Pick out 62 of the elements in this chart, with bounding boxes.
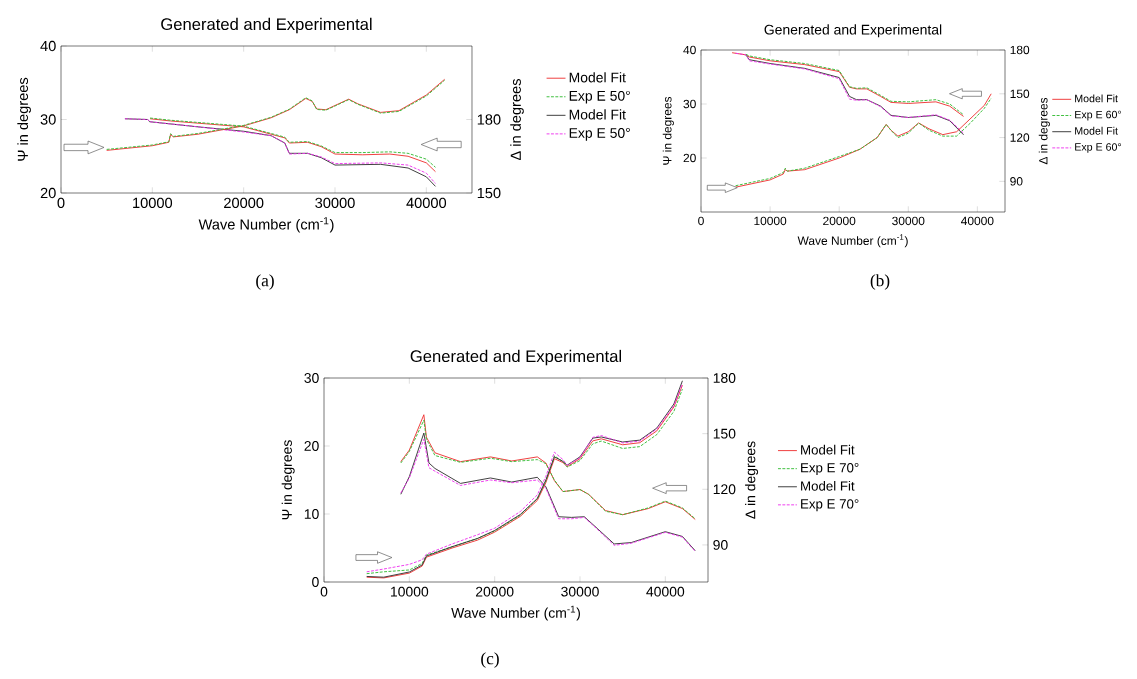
legend-label: Model Fit xyxy=(1075,94,1118,103)
y-tick-label: 40 xyxy=(40,40,56,52)
x-tick-label: 0 xyxy=(698,216,704,226)
chart-title: Generated and Experimental xyxy=(764,24,942,38)
y-axis-title: Ψ in degrees xyxy=(662,96,674,165)
y2-tick-label: 180 xyxy=(477,114,501,125)
x-tick-label: 30000 xyxy=(315,197,355,209)
y-tick-label: 40 xyxy=(683,45,696,55)
legend-label: Model Fit xyxy=(801,444,855,455)
legend-label: Exp E 60° xyxy=(1075,110,1122,121)
text: (c) xyxy=(481,652,499,668)
y-tick-label: 30 xyxy=(683,99,696,109)
y2-tick-label: 180 xyxy=(1010,45,1030,55)
x-tick-label: 40000 xyxy=(406,197,447,209)
y2-tick-label: 150 xyxy=(477,187,501,199)
y-tick-label: 20 xyxy=(304,441,319,451)
x-axis-title: Wave Number (cm$^{-1}$) xyxy=(451,605,580,621)
y2-tick-label: 90 xyxy=(713,539,728,550)
y-tick-label: 20 xyxy=(40,187,56,199)
legend-label: Model Fit xyxy=(569,109,626,120)
legend-label: Exp E 50° xyxy=(569,90,630,104)
legend-label: Model Fit xyxy=(1075,126,1118,135)
x-axis-title: Wave Number (cm$^{-1}$) xyxy=(198,217,334,233)
x-tick-label: 30000 xyxy=(561,586,599,597)
y2-axis-title: Δ in degrees xyxy=(745,441,759,519)
y2-tick-label: 150 xyxy=(1010,89,1030,99)
y-tick-label: 0 xyxy=(312,577,319,587)
y-axis-title: Ψ in degrees xyxy=(17,77,31,161)
x-tick-label: 10000 xyxy=(133,197,173,209)
legend-label: Exp E 50° xyxy=(569,128,630,141)
chart-title: Generated and Experimental xyxy=(161,17,372,34)
y-tick-label: 30 xyxy=(304,373,319,383)
text: (b) xyxy=(870,274,890,290)
y-tick-label: 30 xyxy=(40,114,56,125)
y2-axis-title: Δ in degrees xyxy=(1038,97,1050,165)
y2-tick-label: 120 xyxy=(713,484,736,495)
x-tick-label: 30000 xyxy=(892,216,925,226)
x-tick-label: 0 xyxy=(57,197,65,209)
x-axis-title: Wave Number (cm$^{-1}$) xyxy=(797,234,908,248)
y2-tick-label: 90 xyxy=(1010,177,1023,186)
x-tick-label: 40000 xyxy=(961,216,994,226)
legend-label: Model Fit xyxy=(569,72,626,83)
x-tick-label: 10000 xyxy=(754,216,787,226)
chart-title: Generated and Experimental xyxy=(410,349,622,366)
y-axis-title: Ψ in degrees xyxy=(281,440,295,520)
y-tick-label: 20 xyxy=(683,153,696,163)
y2-tick-label: 120 xyxy=(1010,133,1030,142)
x-tick-label: 20000 xyxy=(224,197,264,209)
legend-label: Exp E 70° xyxy=(801,463,859,476)
y-tick-label: 10 xyxy=(304,509,319,519)
legend-label: Exp E 60° xyxy=(1075,143,1122,153)
legend-label: Model Fit xyxy=(801,480,855,491)
x-tick-label: 20000 xyxy=(475,586,514,597)
y2-tick-label: 180 xyxy=(713,373,736,383)
legend-label: Exp E 70° xyxy=(801,499,859,512)
x-tick-label: 40000 xyxy=(646,586,685,597)
y2-axis-title: Δ in degrees xyxy=(510,79,524,161)
x-tick-label: 0 xyxy=(320,586,328,597)
x-tick-label: 10000 xyxy=(391,586,429,597)
text: (a) xyxy=(256,274,274,290)
y2-tick-label: 150 xyxy=(713,428,736,439)
x-tick-label: 20000 xyxy=(823,216,856,226)
